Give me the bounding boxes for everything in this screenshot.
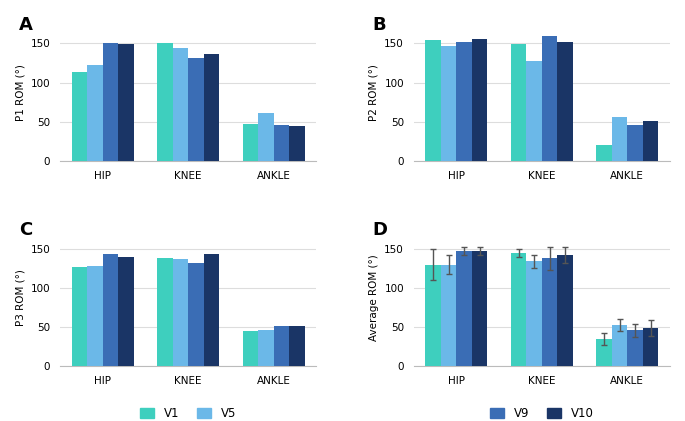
Bar [643,328,658,366]
Y-axis label: P1 ROM (°): P1 ROM (°) [15,64,25,121]
Bar [157,258,173,366]
Legend: V9, V10: V9, V10 [486,402,598,421]
Legend: V1, V5: V1, V5 [136,402,241,421]
Bar [612,325,627,366]
Y-axis label: Average ROM (°): Average ROM (°) [369,254,379,341]
Bar [511,253,526,366]
Y-axis label: P2 ROM (°): P2 ROM (°) [369,64,379,121]
Bar [273,125,289,161]
Text: B: B [373,16,386,34]
Bar [258,330,273,366]
Bar [289,126,305,161]
Bar [425,264,441,366]
Bar [87,65,103,161]
Bar [456,251,472,366]
Bar [119,44,134,161]
Bar [472,40,488,161]
Bar [72,72,87,161]
Bar [612,117,627,161]
Bar [542,36,558,161]
Bar [511,44,526,161]
Bar [472,251,488,366]
Bar [72,267,87,366]
Bar [273,326,289,366]
Bar [188,58,203,161]
Bar [456,42,472,161]
Bar [103,254,119,366]
Bar [242,124,258,161]
Bar [173,259,188,366]
Bar [542,258,558,366]
Bar [425,40,441,161]
Bar [203,54,219,161]
Bar [643,121,658,161]
Bar [258,113,273,161]
Bar [157,43,173,161]
Bar [289,325,305,366]
Bar [526,261,542,366]
Y-axis label: P3 ROM (°): P3 ROM (°) [15,269,25,326]
Bar [596,145,612,161]
Bar [173,48,188,161]
Text: A: A [19,16,33,34]
Bar [441,46,456,161]
Bar [242,331,258,366]
Bar [627,330,643,366]
Bar [188,263,203,366]
Bar [558,42,573,161]
Bar [441,264,456,366]
Bar [526,61,542,161]
Bar [103,43,119,161]
Bar [627,125,643,161]
Bar [87,266,103,366]
Bar [596,339,612,366]
Bar [558,255,573,366]
Bar [203,254,219,366]
Bar [119,257,134,366]
Text: D: D [373,221,388,239]
Text: C: C [19,221,32,239]
